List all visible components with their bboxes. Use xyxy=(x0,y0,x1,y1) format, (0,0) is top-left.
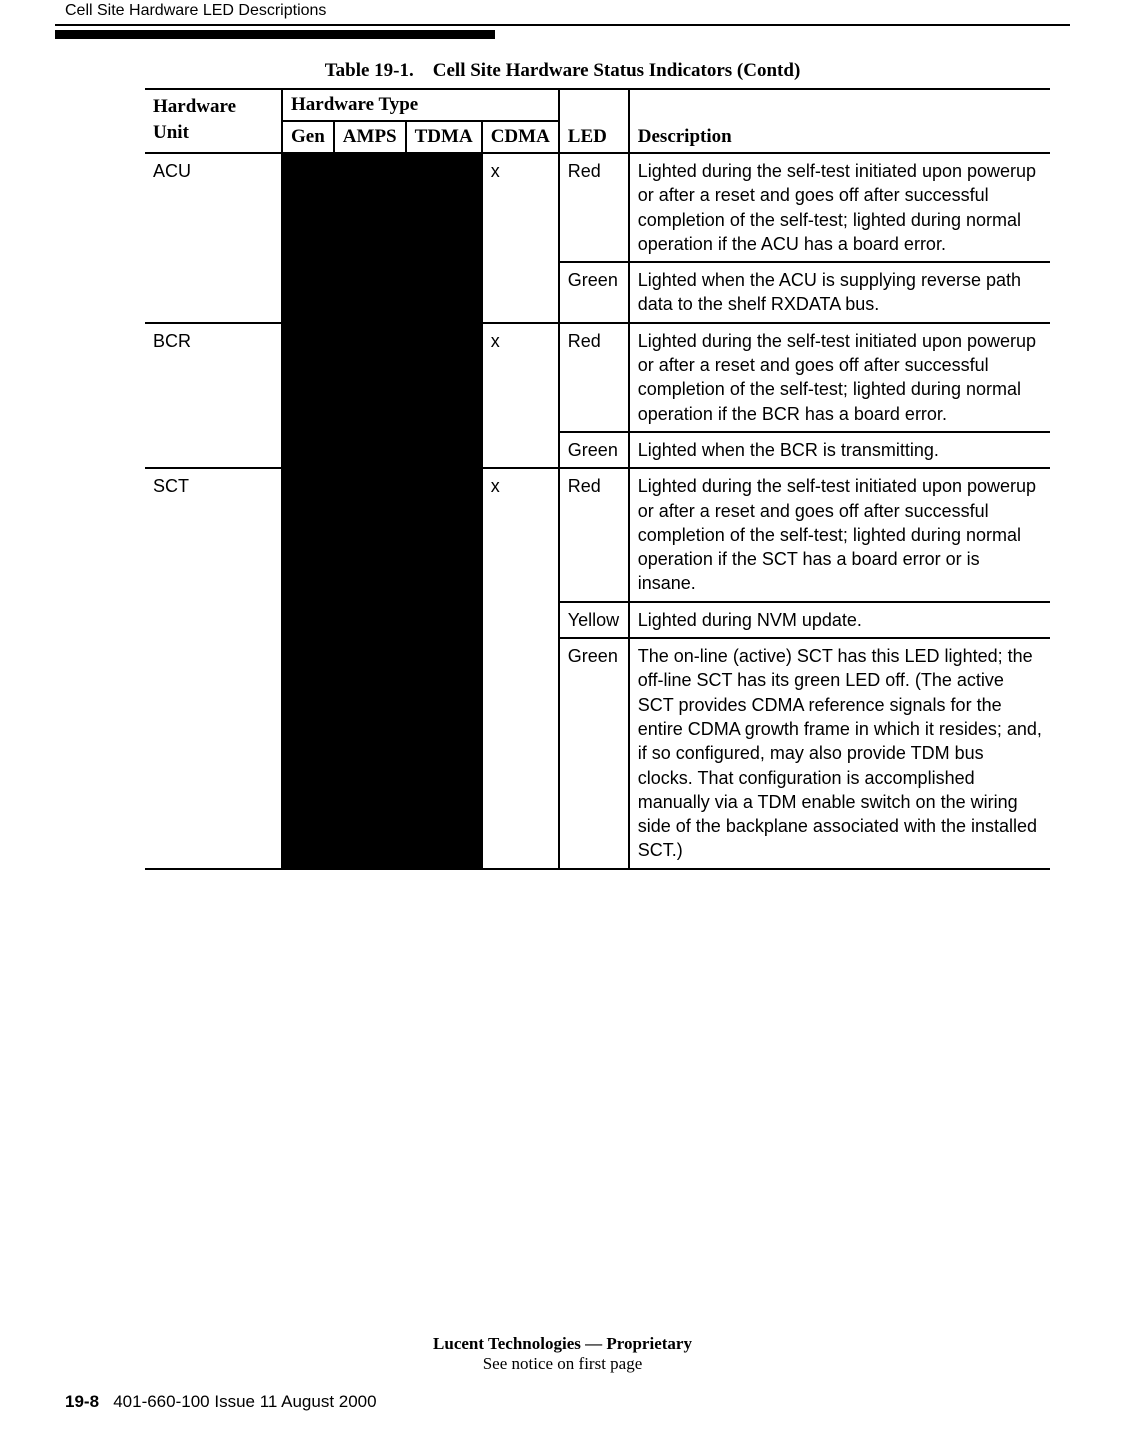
col-amps: AMPS xyxy=(334,121,406,153)
page-number-rest: 401-660-100 Issue 11 August 2000 xyxy=(113,1392,376,1411)
col-gen: Gen xyxy=(282,121,334,153)
col-group-hardware-type: Hardware Type xyxy=(282,89,559,121)
cdma-cell: x xyxy=(482,323,559,468)
footer: Lucent Technologies — Proprietary See no… xyxy=(0,1334,1125,1374)
footer-line-1: Lucent Technologies — Proprietary xyxy=(433,1334,692,1353)
caption-title: Cell Site Hardware Status Indicators (Co… xyxy=(433,60,801,81)
led-cell: Red xyxy=(559,153,629,262)
cdma-cell: x xyxy=(482,153,559,323)
led-cell: Yellow xyxy=(559,602,629,638)
page-number-bold: 19-8 xyxy=(65,1392,99,1411)
caption-label: Table 19-1. xyxy=(325,60,414,81)
desc-cell: Lighted during the self-test initiated u… xyxy=(629,153,1050,262)
running-header: Cell Site Hardware LED Descriptions xyxy=(55,0,1070,20)
col-cdma: CDMA xyxy=(482,121,559,153)
page: Cell Site Hardware LED Descriptions Tabl… xyxy=(0,0,1125,1430)
header-rule xyxy=(55,24,1070,40)
thick-rule xyxy=(55,30,495,39)
led-cell: Green xyxy=(559,262,629,323)
table-row: BCR x Red Lighted during the self-test i… xyxy=(145,323,1050,432)
col-tdma: TDMA xyxy=(406,121,482,153)
unit-cell: ACU xyxy=(145,153,282,323)
table-row: ACU x Red Lighted during the self-test i… xyxy=(145,153,1050,262)
col-hardware: HardwareUnit xyxy=(145,89,282,153)
unit-cell: BCR xyxy=(145,323,282,468)
table-header-row-1: HardwareUnit Hardware Type LED Descripti… xyxy=(145,89,1050,121)
led-cell: Red xyxy=(559,323,629,432)
table-caption: Table 19-1. Cell Site Hardware Status In… xyxy=(55,60,1070,82)
desc-cell: Lighted during the self-test initiated u… xyxy=(629,468,1050,601)
page-number: 19-8 401-660-100 Issue 11 August 2000 xyxy=(65,1392,377,1412)
led-cell: Green xyxy=(559,432,629,468)
footer-line-2: See notice on first page xyxy=(483,1354,643,1373)
table-row: SCT x Red Lighted during the self-test i… xyxy=(145,468,1050,601)
blacked-cell xyxy=(282,153,482,869)
desc-cell: Lighted when the BCR is transmitting. xyxy=(629,432,1050,468)
desc-cell: Lighted when the ACU is supplying revers… xyxy=(629,262,1050,323)
desc-cell: Lighted during the self-test initiated u… xyxy=(629,323,1050,432)
cdma-cell: x xyxy=(482,468,559,868)
led-cell: Green xyxy=(559,638,629,869)
unit-cell: SCT xyxy=(145,468,282,868)
led-cell: Red xyxy=(559,468,629,601)
desc-cell: The on-line (active) SCT has this LED li… xyxy=(629,638,1050,869)
status-table: HardwareUnit Hardware Type LED Descripti… xyxy=(145,88,1050,870)
thin-rule xyxy=(55,24,1070,26)
desc-cell: Lighted during NVM update. xyxy=(629,602,1050,638)
col-led: LED xyxy=(559,89,629,153)
col-description: Description xyxy=(629,89,1050,153)
